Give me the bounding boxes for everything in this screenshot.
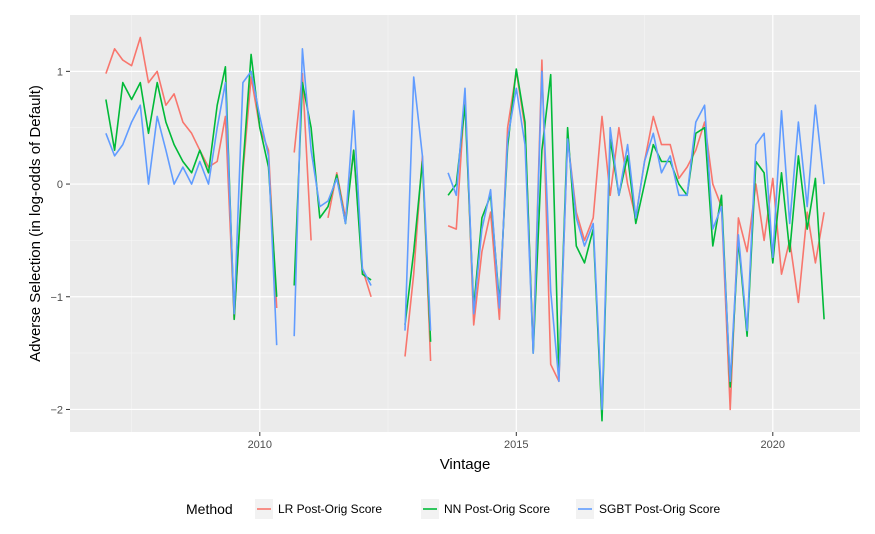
series-line-3 xyxy=(105,48,825,411)
legend-title: Method xyxy=(186,501,233,517)
y-tick-label: 0 xyxy=(57,179,63,191)
series-lines xyxy=(105,36,825,422)
major-gridlines xyxy=(70,15,860,432)
x-tick-label: 2015 xyxy=(504,439,528,451)
x-axis-title: Vintage xyxy=(440,456,491,473)
x-tick-label: 2020 xyxy=(761,439,785,451)
y-axis-title: Adverse Selection (in log-odds of Defaul… xyxy=(27,85,44,362)
legend-label: LR Post-Orig Score xyxy=(278,502,382,516)
plot-panel xyxy=(70,15,860,432)
legend-label: NN Post-Orig Score xyxy=(444,502,550,516)
y-tick-label: −1 xyxy=(50,292,63,304)
y-axis-ticks: −2 −1 0 1 xyxy=(50,66,70,416)
x-tick-label: 2010 xyxy=(248,439,272,451)
legend-label: SGBT Post-Orig Score xyxy=(599,502,720,516)
y-tick-label: −2 xyxy=(50,404,63,416)
y-tick-label: 1 xyxy=(57,66,63,78)
x-axis-ticks: 2010 2015 2020 xyxy=(248,432,785,451)
legend: Method LR Post-Orig Score NN Post-Orig Sc… xyxy=(186,499,720,519)
